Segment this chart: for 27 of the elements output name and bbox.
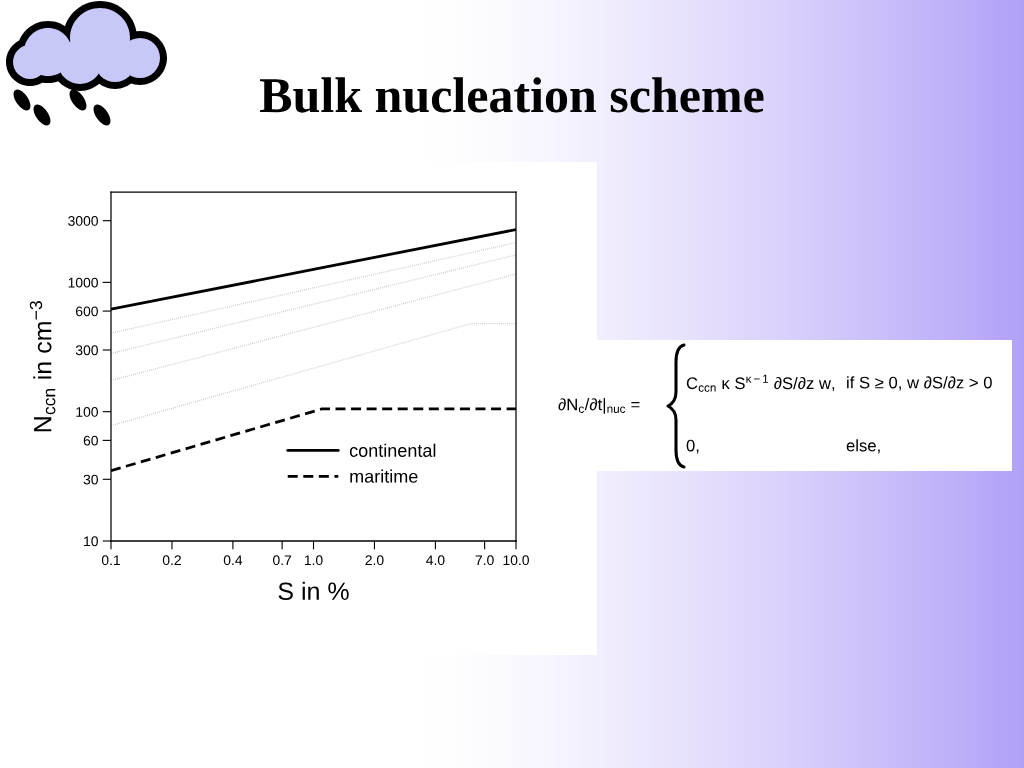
y-tick-label: 3000 — [68, 216, 98, 226]
y-tick-label: 600 — [76, 306, 98, 317]
x-tick-label: 0.4 — [223, 555, 243, 566]
text: C$_{ccn}$ κ S$^{κ−1}$ ∂S/∂z w, — [686, 374, 835, 392]
x-tick-label: 0.2 — [162, 555, 181, 566]
legend-label: continental — [349, 443, 436, 457]
x-tick-label: 0.1 — [101, 555, 120, 566]
y-tick-label: 300 — [75, 345, 98, 356]
y-tick-label: 10 — [84, 536, 98, 547]
y-tick-label: 1000 — [68, 277, 98, 288]
text: 0, — [686, 439, 699, 454]
legend-label: maritime — [350, 469, 418, 483]
x-tick-label: 4.0 — [426, 555, 445, 566]
text: ∂N$_{c}$/∂t|$_{nuc}$ = — [558, 398, 640, 414]
x-tick-label: 1.0 — [304, 555, 323, 566]
text: if S ≥ 0, w ∂S/∂z > 0 — [847, 376, 992, 391]
x-tick-label: 2.0 — [365, 555, 384, 566]
chart-title: Bulk nucleation scheme — [260, 77, 764, 113]
x-tick-label: 10.0 — [503, 555, 529, 566]
x-axis-title: S in % — [278, 581, 349, 601]
y-tick-label: 30 — [83, 474, 98, 485]
y-tick-label: 60 — [83, 435, 98, 446]
y-tick-label: 100 — [76, 407, 98, 417]
text: else, — [846, 439, 880, 454]
y-axis-title: N$_{ccn}$ in cm$^{−3}$ — [29, 301, 56, 432]
x-tick-label: 7.0 — [475, 555, 494, 566]
x-tick-label: 0.7 — [273, 555, 292, 566]
